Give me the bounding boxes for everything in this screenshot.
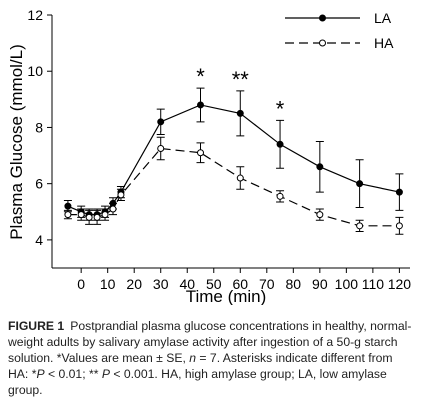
legend-label: LA bbox=[374, 10, 392, 26]
marker bbox=[197, 149, 205, 157]
caption-text: P bbox=[101, 367, 110, 381]
marker bbox=[64, 211, 72, 219]
legend-marker bbox=[319, 39, 326, 47]
legend-marker bbox=[319, 14, 326, 22]
caption-text: n bbox=[189, 351, 197, 365]
x-tick-label: 0 bbox=[77, 276, 85, 292]
x-tick-label: 100 bbox=[335, 276, 359, 292]
caption-text: < 0.001. HA, high amylase group; LA, low… bbox=[8, 367, 387, 397]
marker bbox=[316, 163, 324, 171]
y-tick-label: 6 bbox=[35, 176, 43, 192]
marker bbox=[85, 213, 93, 221]
x-tick-label: 20 bbox=[126, 276, 142, 292]
caption-text: < 0.01; ** bbox=[44, 367, 102, 381]
marker bbox=[157, 145, 165, 153]
marker bbox=[197, 101, 205, 109]
caption: FIGURE 1 Postprandial plasma glucose conc… bbox=[8, 318, 416, 398]
marker bbox=[77, 211, 85, 219]
marker bbox=[157, 118, 165, 126]
x-tick-label: 90 bbox=[312, 276, 328, 292]
annotation: * bbox=[276, 96, 285, 121]
marker bbox=[93, 213, 101, 221]
x-axis-label: Time (min) bbox=[186, 287, 267, 305]
marker bbox=[276, 192, 284, 200]
annotation: * bbox=[196, 64, 205, 89]
caption-label: FIGURE 1 bbox=[8, 319, 65, 333]
x-tick-label: 70 bbox=[259, 276, 275, 292]
legend-label: HA bbox=[374, 35, 394, 51]
x-tick-label: 120 bbox=[388, 276, 412, 292]
marker bbox=[395, 188, 403, 196]
marker bbox=[395, 222, 403, 230]
x-tick-label: 110 bbox=[362, 276, 385, 292]
marker bbox=[316, 211, 324, 219]
x-tick-label: 50 bbox=[206, 276, 222, 292]
y-tick-label: 4 bbox=[35, 232, 43, 248]
x-tick-label: 10 bbox=[100, 276, 116, 292]
y-tick-label: 8 bbox=[35, 119, 43, 135]
marker bbox=[64, 202, 72, 210]
marker bbox=[109, 205, 117, 213]
marker bbox=[236, 174, 244, 182]
marker bbox=[101, 211, 109, 219]
marker bbox=[236, 109, 244, 117]
y-tick-label: 10 bbox=[27, 63, 43, 79]
x-tick-label: 30 bbox=[153, 276, 169, 292]
caption-text: Postprandial plasma glucose concentratio… bbox=[8, 319, 412, 365]
marker bbox=[356, 180, 364, 188]
annotation: ** bbox=[232, 67, 250, 92]
marker bbox=[356, 222, 364, 230]
x-tick-label: 80 bbox=[286, 276, 302, 292]
x-tick-label: 60 bbox=[232, 276, 248, 292]
series-line bbox=[67, 147, 400, 227]
marker bbox=[117, 191, 125, 199]
x-tick-label: 40 bbox=[179, 276, 195, 292]
caption-text: P bbox=[36, 367, 45, 381]
y-axis-label: Plasma Glucose (mmol/L) bbox=[7, 44, 26, 240]
y-tick-label: 12 bbox=[27, 7, 43, 23]
caption-text: = 7. Asterisks indicate different from H… bbox=[8, 351, 393, 381]
marker bbox=[276, 140, 284, 148]
chart: Time (min) Plasma Glucose (mmol/L) 4 6 8 10… bbox=[7, 7, 412, 306]
